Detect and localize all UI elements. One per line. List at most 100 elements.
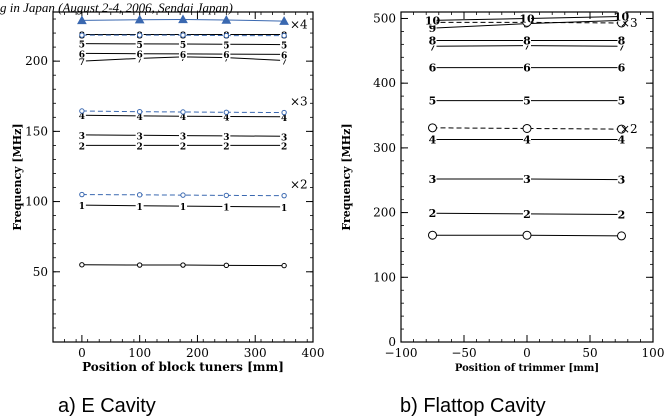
x-tick-label: 50 (582, 346, 597, 360)
data-point-label: 2 (79, 142, 85, 152)
data-point-bg (77, 199, 86, 211)
x-tick-label: −50 (451, 346, 476, 360)
data-point-bg (135, 199, 144, 211)
series-marker-4: ×2 (428, 122, 638, 136)
data-point (428, 230, 437, 240)
data-point-bg (179, 110, 187, 122)
series-marker-12 (77, 14, 289, 25)
data-point-bg (77, 128, 86, 140)
data-point (617, 124, 626, 134)
data-point-label: 2 (429, 207, 437, 220)
series-10: 10 10 10 (425, 10, 630, 27)
data-point-bg (179, 200, 187, 212)
data-point-bg (428, 133, 437, 145)
data-point (180, 32, 186, 38)
data-point-label: 4 (137, 113, 143, 123)
data-point-label: 4 (523, 133, 531, 146)
data-point (281, 32, 287, 39)
data-point (223, 192, 230, 199)
data-point-label: 10 (425, 14, 441, 27)
series-6: 6 6 6 6 6 (77, 47, 289, 61)
data-point-bg (617, 133, 626, 145)
data-point-bg (428, 207, 437, 219)
series-1: 1 1 1 1 1 (77, 199, 289, 214)
data-point (281, 109, 287, 116)
x-tick-label: 100 (642, 346, 665, 360)
data-point-label: 6 (523, 62, 531, 75)
data-point-bg (135, 109, 144, 121)
data-point (522, 123, 532, 133)
y-axis-label: Frequency [MHz] (340, 123, 353, 230)
series-2: 2 2 2 (428, 207, 626, 222)
data-point-bg (617, 173, 626, 185)
data-point-label: 7 (618, 40, 626, 53)
data-point-bg (222, 139, 231, 151)
page-header: g in Japan (August 2-4, 2006, Sendai Jap… (0, 0, 233, 15)
data-point-bg (280, 38, 289, 50)
data-point (223, 109, 230, 115)
data-point-bg (222, 129, 231, 141)
data-point (136, 109, 143, 115)
data-point-label: 6 (429, 62, 437, 75)
data-point (522, 230, 532, 240)
y-tick-label: 100 (25, 195, 48, 209)
data-point (79, 262, 85, 268)
data-point-bg (135, 37, 144, 49)
x-tick-label: 0 (523, 346, 531, 360)
data-point-label: 1 (223, 203, 229, 213)
data-point-label: 6 (281, 51, 287, 61)
data-point-bg (428, 22, 437, 34)
data-point-bg (179, 129, 187, 141)
data-point-label: 3 (180, 133, 186, 143)
data-point (617, 231, 626, 241)
data-point-bg (179, 47, 187, 59)
data-point-bg (523, 61, 531, 73)
data-point-bg (617, 208, 626, 220)
x-tick-label: 200 (186, 346, 209, 360)
data-point-label: 2 (618, 209, 626, 222)
data-point-bg (222, 110, 231, 122)
series-annotation: ×3 (290, 95, 308, 109)
x-tick-label: 0 (78, 346, 86, 360)
series-2: 2 2 2 2 2 (77, 139, 289, 152)
data-point-bg (428, 94, 437, 106)
data-point-bg (617, 34, 626, 46)
data-point-label: 4 (79, 112, 85, 122)
data-point-bg (617, 40, 626, 52)
series-3: 3 3 3 (428, 172, 626, 187)
data-point-label: 6 (618, 62, 626, 75)
x-tick-label: −100 (385, 346, 418, 360)
data-point-bg (135, 129, 144, 141)
x-tick-label: 100 (128, 346, 151, 360)
data-point (136, 32, 143, 38)
series-annotation: ×2 (290, 178, 308, 192)
data-point-bg (77, 47, 86, 59)
data-point (281, 192, 287, 199)
data-point (79, 108, 85, 114)
data-point-label: 7 (223, 55, 229, 65)
x-axis-label: Position of trimmer [mm] (455, 363, 599, 374)
data-point-label: 5 (180, 41, 186, 51)
data-point (221, 14, 232, 24)
data-point-bg (523, 34, 531, 46)
data-point-bg (135, 139, 144, 151)
series-marker-2: ×2 (79, 178, 308, 199)
data-point-label: 1 (137, 203, 143, 213)
series-8: 8 8 8 (428, 34, 626, 47)
x-axis-label: Position of block tuners [mm] (82, 360, 284, 374)
data-point (136, 262, 143, 268)
plot-frame (52, 11, 314, 343)
series-marker-0 (79, 262, 287, 269)
data-point-label: 5 (523, 95, 531, 108)
chart-caption: a) E Cavity (58, 395, 156, 417)
y-tick-label: 50 (33, 265, 48, 279)
data-point-bg (77, 55, 86, 67)
chart-flattop-cavity: −100 −50 0 50 100 0 100 200 300 400 500 Position of… (340, 10, 665, 417)
data-point-bg (222, 38, 231, 50)
data-point-label: 4 (429, 133, 437, 146)
data-point-label: 10 (614, 11, 630, 24)
data-point-bg (280, 48, 289, 60)
series-marker-0 (428, 230, 626, 241)
